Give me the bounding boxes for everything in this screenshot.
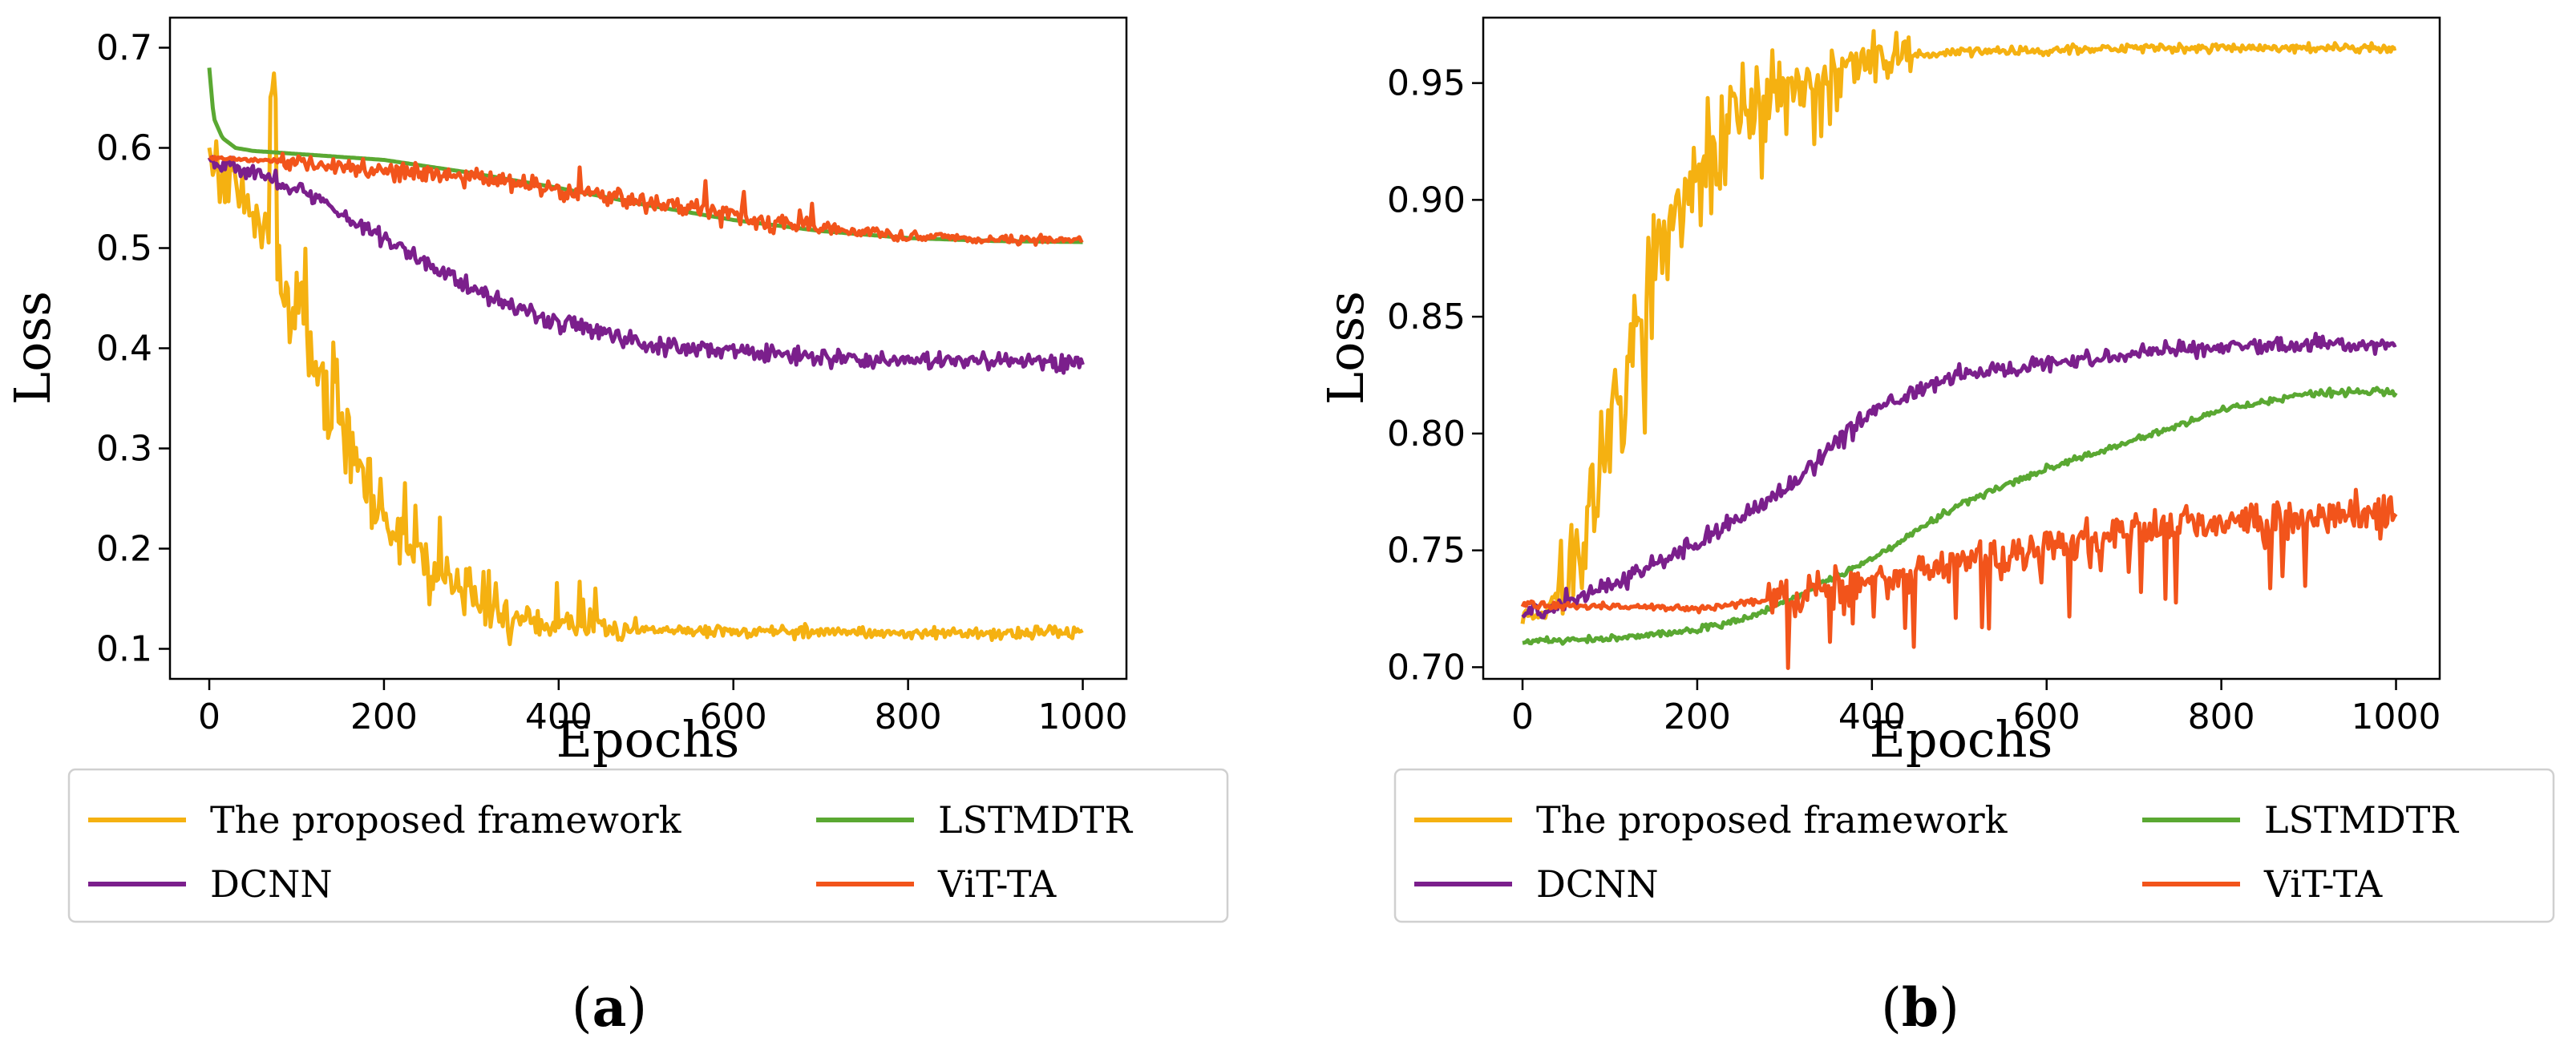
- panel-a-plot-area: [207, 67, 1085, 647]
- panel-b-x-tick-label: 200: [1664, 697, 1731, 737]
- panel-b-chart: 0 200 400 600 800 1000 0.700.750.800.850.900.…: [1316, 16, 2555, 1039]
- panel-a-x-tick-label: 200: [350, 697, 418, 737]
- panel-b-series-line-vitta: [1520, 487, 2398, 670]
- panel-a-x-tick-label: 400: [525, 697, 592, 737]
- panel-a-legend-label-vitta: ViT-TA: [937, 862, 1057, 906]
- panel-a-caption-letter: a: [592, 976, 627, 1039]
- panel-b-caption: (b): [1881, 976, 1959, 1039]
- panel-b-y-tick-label: 0.85: [1387, 297, 1466, 337]
- panel-a-y-tick-label: 0.5: [96, 228, 152, 269]
- panel-b-series-line-dcnn: [1521, 331, 2397, 620]
- panel-b-legend-label-lstmdtr: LSTMDTR: [2264, 798, 2459, 842]
- panel-b-series-line-lstmdtr: [1522, 386, 2398, 646]
- panel-a-legend-label-dcnn: DCNN: [210, 862, 333, 906]
- panel-a-y-axis-label: Loss: [3, 291, 62, 405]
- panel-b-x-tick-label: 800: [2188, 697, 2255, 737]
- panel-b-y-ticks: 0.70 0.75 0.80 0.85 0.90 0.95: [1387, 63, 1483, 688]
- panel-b-y-tick-label: 0.70: [1387, 647, 1466, 688]
- panel-b-legend-label-proposed: The proposed framework: [1536, 798, 2008, 842]
- panel-a-y-tick-label: 0.2: [96, 529, 152, 570]
- panel-a-series-line-vitta: [208, 151, 1084, 247]
- panel-b-x-tick-label: 400: [1838, 697, 1906, 737]
- panel-a-chart: 0 200 400 600 800 1000 0.10.20.30.40.50.60.7 …: [3, 16, 1229, 1039]
- panel-b-plot-area: [1520, 29, 2398, 670]
- panel-b-x-tick-label: 1000: [2352, 697, 2441, 737]
- panel-a-y-tick-label: 0.7: [96, 28, 152, 69]
- panel-b-legend-box: [1393, 768, 2555, 923]
- panel-b-legend-label-vitta: ViT-TA: [2263, 862, 2383, 906]
- panel-a-x-tick-label: 800: [875, 697, 942, 737]
- panel-a-series-line-dcnn: [207, 155, 1085, 375]
- panel-a-x-ticks: 0 200 400 600 800 1000: [198, 679, 1128, 737]
- panel-b-x-axis-label: Epochs: [1870, 710, 2053, 769]
- panel-a-legend-label-lstmdtr: LSTMDTR: [938, 798, 1133, 842]
- panel-b-x-tick-label: 600: [2013, 697, 2081, 737]
- panel-a-y-tick-label: 0.6: [96, 128, 152, 169]
- panel-b-caption-letter: b: [1902, 976, 1939, 1039]
- panel-b-y-tick-label: 0.95: [1387, 63, 1466, 104]
- panel-b-y-tick-label: 0.80: [1387, 414, 1466, 454]
- panel-a-x-axis-label: Epochs: [556, 710, 740, 769]
- panel-a-y-tick-label: 0.4: [96, 329, 152, 369]
- panel-a-y-tick-label: 0.1: [96, 629, 152, 670]
- panel-b-x-ticks: 0 200 400 600 800 1000: [1511, 679, 2441, 737]
- panel-a-x-tick-label: 1000: [1038, 697, 1128, 737]
- panel-a-y-ticks: 0.1 0.2 0.3 0.4 0.5 0.6 0.7: [96, 28, 170, 670]
- panel-a-series-line-proposed: [207, 71, 1084, 647]
- panel-b-y-axis-label: Loss: [1316, 291, 1375, 405]
- panel-b-y-tick-label: 0.75: [1387, 531, 1466, 571]
- panel-b-y-tick-label: 0.90: [1387, 180, 1466, 220]
- panel-b-legend-label-dcnn: DCNN: [1536, 862, 1659, 906]
- panel-b-series-line-proposed: [1520, 29, 2397, 624]
- panel-a-x-tick-label: 0: [198, 697, 220, 737]
- panel-a-legend-label-proposed: The proposed framework: [210, 798, 682, 842]
- panel-a-caption: (a): [572, 976, 647, 1039]
- panel-b-axes-frame: [1482, 16, 2441, 680]
- panel-a-legend: The proposed framework DCNN LSTMDTR ViT-…: [67, 768, 1229, 923]
- panel-b-x-tick-label: 0: [1511, 697, 1534, 737]
- panel-a-x-tick-label: 600: [700, 697, 767, 737]
- panel-a-legend-box: [67, 768, 1229, 923]
- panel-a-y-tick-label: 0.3: [96, 429, 152, 470]
- panel-b-legend: The proposed framework DCNN LSTMDTR ViT-…: [1393, 768, 2555, 923]
